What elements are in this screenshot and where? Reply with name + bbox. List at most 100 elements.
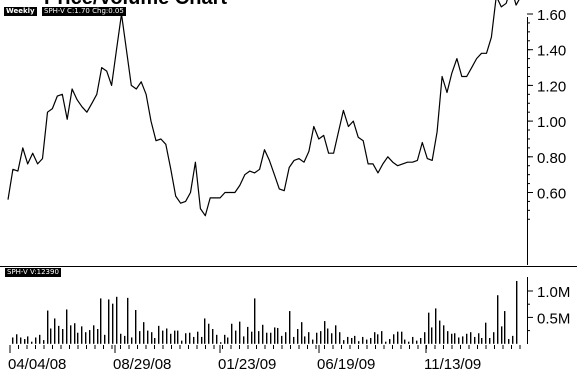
chart-title: Price/Volume Chart [44, 0, 227, 9]
volume-bar [185, 333, 187, 344]
volume-bar [254, 298, 256, 344]
volume-bar [335, 325, 337, 344]
volume-bar [481, 337, 483, 344]
volume-bar [193, 336, 195, 344]
volume-bar [208, 323, 210, 344]
volume-bar [124, 335, 126, 344]
volume-bar [320, 331, 322, 344]
volume-bar [112, 303, 114, 344]
volume-bar [420, 337, 422, 344]
volume-bar [154, 337, 156, 344]
price-tick-label: 0.60 [537, 186, 566, 203]
volume-bar [24, 339, 26, 344]
volume-bar [404, 339, 406, 344]
volume-bar [120, 333, 122, 344]
x-tick-label: 01/23/09 [218, 356, 276, 373]
volume-bar [331, 333, 333, 344]
volume-bar [227, 337, 229, 344]
volume-bar [85, 332, 87, 344]
period-tag[interactable]: Weekly [4, 7, 37, 16]
price-tick-label: 1.00 [537, 114, 566, 131]
volume-bar [439, 320, 441, 344]
volume-bar [289, 311, 291, 344]
volume-bar [485, 322, 487, 344]
volume-bar [220, 342, 222, 344]
volume-bar [181, 340, 183, 344]
volume-bar [204, 318, 206, 344]
volume-bar [458, 337, 460, 344]
volume-bar [27, 336, 29, 344]
volume-bar [281, 335, 283, 344]
volume-bar [143, 322, 145, 344]
volume-bar [401, 331, 403, 344]
volume-bar [308, 332, 310, 344]
volume-bar [162, 330, 164, 344]
volume-bar [501, 326, 503, 344]
volume-bar [347, 336, 349, 344]
volume-bar [339, 332, 341, 344]
volume-bar [212, 329, 214, 344]
volume-bar [470, 332, 472, 344]
volume-bar [451, 333, 453, 344]
volume-bar [251, 331, 253, 344]
volume-bar [97, 329, 99, 344]
volume-bar [151, 332, 153, 344]
volume-bar [81, 326, 83, 344]
price-tick-label: 0.80 [537, 150, 566, 167]
volume-bar [70, 325, 72, 344]
volume-bar [324, 321, 326, 344]
volume-info-tag: SPH-V V:12390 [5, 268, 61, 277]
volume-bar [93, 325, 95, 344]
volume-bar [312, 339, 314, 344]
volume-bar [131, 337, 133, 344]
volume-bar [166, 328, 168, 344]
volume-bar [358, 341, 360, 344]
volume-bar [412, 336, 414, 344]
price-tick-label: 1.60 [537, 7, 566, 24]
volume-bar [381, 331, 383, 344]
volume-bar [108, 299, 110, 344]
volume-bar [243, 336, 245, 344]
x-tick-label: 04/04/08 [8, 356, 66, 373]
volume-bar [362, 336, 364, 344]
x-tick-label: 06/19/09 [317, 356, 375, 373]
volume-bar [504, 311, 506, 344]
volume-bar [258, 331, 260, 344]
volume-bar [389, 339, 391, 344]
volume-bar [147, 330, 149, 344]
volume-bar [397, 331, 399, 344]
volume-bar [478, 333, 480, 344]
volume-bar [377, 334, 379, 344]
volume-bar [247, 326, 249, 344]
volume-bar [239, 321, 241, 344]
volume-bar [104, 334, 106, 344]
volume-bar [454, 333, 456, 344]
volume-bar [189, 332, 191, 344]
volume-bar [443, 325, 445, 344]
volume-bar [262, 324, 264, 344]
volume-bar [43, 340, 45, 344]
volume-bar [201, 336, 203, 344]
volume-bar [462, 336, 464, 344]
volume-bar [327, 328, 329, 344]
volume-bar [35, 337, 37, 344]
volume-bar [493, 332, 495, 344]
price-line-series [7, 0, 520, 217]
volume-bar [508, 339, 510, 344]
volume-bar [74, 323, 76, 344]
volume-bar [174, 330, 176, 344]
volume-bar [197, 331, 199, 344]
volume-bar [231, 323, 233, 344]
volume-bar [424, 332, 426, 344]
volume-bar [277, 327, 279, 344]
volume-bar [297, 329, 299, 344]
volume-bar [366, 339, 368, 344]
volume-bar [293, 336, 295, 344]
volume-bar [516, 280, 518, 344]
volume-bar [497, 295, 499, 344]
volume-bar [20, 337, 22, 344]
volume-bar [12, 337, 14, 344]
volume-bar [77, 332, 79, 344]
price-tick-label: 1.20 [537, 78, 566, 95]
